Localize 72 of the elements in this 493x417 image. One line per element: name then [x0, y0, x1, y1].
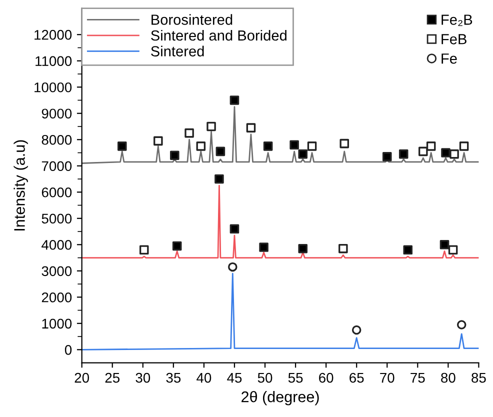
- legend-label: Borosintered: [152, 14, 232, 25]
- point: [398, 149, 408, 159]
- point: [170, 150, 180, 160]
- x-tick-label: 65: [350, 372, 364, 383]
- point: [382, 152, 392, 162]
- y-tick-label: 6000: [42, 187, 72, 198]
- y-tick-label: 2000: [42, 292, 72, 302]
- point: [459, 142, 469, 151]
- point: [338, 244, 348, 254]
- legend-label: Sintered: [151, 46, 204, 56]
- x-tick-label: 30: [136, 372, 150, 383]
- point: [352, 325, 362, 335]
- y-tick-label: 0: [64, 344, 72, 355]
- point: [263, 142, 273, 151]
- point: [228, 262, 238, 272]
- point: [172, 241, 182, 251]
- point: [298, 149, 308, 159]
- point: [154, 136, 163, 146]
- y-tick-label: 12000: [34, 30, 72, 40]
- y-tick-label: 10000: [34, 82, 72, 92]
- point: [184, 128, 194, 138]
- y-tick-label: 9000: [42, 108, 72, 119]
- y-tick-label: 3000: [42, 266, 72, 276]
- point: [259, 242, 268, 252]
- x-tick-label: 75: [410, 373, 425, 383]
- x-tick-label: 25: [105, 372, 120, 383]
- point: [298, 244, 308, 254]
- line-series: [82, 272, 479, 350]
- point: [441, 148, 450, 158]
- y-axis-title: Intensity (a.u): [14, 140, 28, 230]
- x-tick-label: 40: [196, 372, 212, 383]
- point: [290, 140, 299, 150]
- point: [196, 142, 206, 151]
- line-series: [82, 106, 479, 164]
- y-tick-label: 1000: [42, 318, 72, 329]
- point: [418, 146, 428, 156]
- y-tick-label: 11000: [36, 56, 72, 66]
- point: [216, 146, 226, 156]
- point: [307, 142, 317, 151]
- point: [230, 96, 240, 105]
- x-tick-label: 35: [166, 372, 181, 383]
- x-tick-label: 45: [227, 373, 242, 383]
- point: [214, 174, 224, 184]
- point: [230, 224, 240, 234]
- y-tick-label: 4000: [42, 240, 72, 250]
- y-tick-label: 5000: [42, 214, 72, 224]
- point: [340, 138, 350, 148]
- point: [139, 245, 149, 255]
- point: [426, 142, 436, 151]
- point: [403, 245, 413, 255]
- legend-label: Fe: [442, 54, 457, 64]
- point: [456, 320, 466, 330]
- point: [448, 245, 458, 255]
- x-tick-label: 55: [288, 373, 303, 383]
- x-tick-label: 80: [441, 372, 456, 383]
- x-tick-label: 20: [74, 372, 90, 383]
- legend-label: FeB: [442, 34, 466, 44]
- line-series: [82, 184, 479, 258]
- y-tick-label: 8000: [42, 134, 72, 145]
- x-tick-label: 70: [380, 372, 394, 383]
- x-tick-label: 50: [258, 372, 272, 383]
- legend-label: Sintered and Borided: [151, 30, 286, 41]
- x-axis-title: 2θ (degree): [242, 391, 319, 406]
- point: [440, 240, 450, 250]
- point: [117, 142, 127, 151]
- point: [206, 122, 216, 132]
- x-tick-label: 85: [472, 372, 486, 383]
- point: [450, 149, 459, 159]
- point: [246, 123, 256, 132]
- y-tick-label: 7000: [42, 161, 72, 172]
- x-tick-label: 60: [319, 372, 334, 383]
- legend-label: Fe₂B: [442, 14, 472, 26]
